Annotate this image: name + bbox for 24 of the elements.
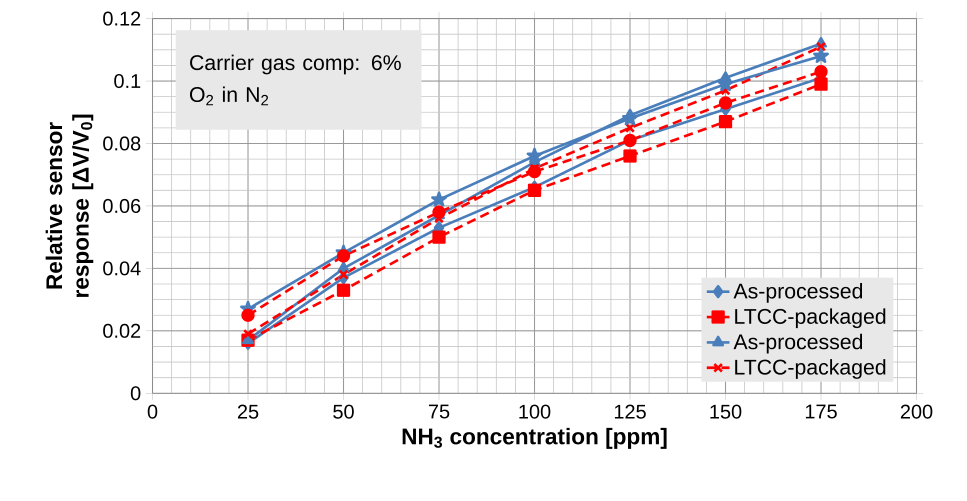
legend-label: As-processed bbox=[734, 283, 862, 303]
y-tick-label: 0.12 bbox=[103, 12, 140, 26]
annotation: O$_{2}$ in N$_{2}$ bbox=[190, 86, 268, 106]
x-tick-label: 25 bbox=[238, 404, 258, 419]
x-tick-label: 75 bbox=[428, 404, 450, 419]
x-tick-label: 50 bbox=[333, 404, 354, 419]
legend-label: LTCC-packaged bbox=[735, 308, 886, 328]
y-tick-label: 0.06 bbox=[103, 198, 140, 214]
y-tick-label: 0 bbox=[130, 386, 140, 400]
y-axis-title: Relative sensor response [ΔV/V$_{0}$] bbox=[46, 114, 94, 298]
x-tick-label: 150 bbox=[710, 404, 742, 419]
x-tick-label: 0 bbox=[148, 404, 158, 419]
y-tick-label: 0.04 bbox=[103, 261, 141, 276]
y-tick-label: 0.1 bbox=[114, 74, 140, 88]
legend-label: LTCC-packaged bbox=[735, 359, 886, 379]
x-tick-label: 200 bbox=[900, 404, 932, 419]
x-tick-label: 100 bbox=[519, 404, 550, 419]
y-tick-label: 0.08 bbox=[103, 136, 140, 151]
x-axis-title: NH$_{3}$ concentration [ppm] bbox=[402, 428, 667, 449]
x-tick-label: 175 bbox=[806, 404, 837, 419]
y-tick-label: 0.02 bbox=[103, 324, 140, 338]
x-tick-label: 125 bbox=[614, 404, 646, 419]
annotation: Carrier gas comp: 6% bbox=[190, 54, 401, 74]
legend-label: As-processed bbox=[734, 334, 862, 354]
